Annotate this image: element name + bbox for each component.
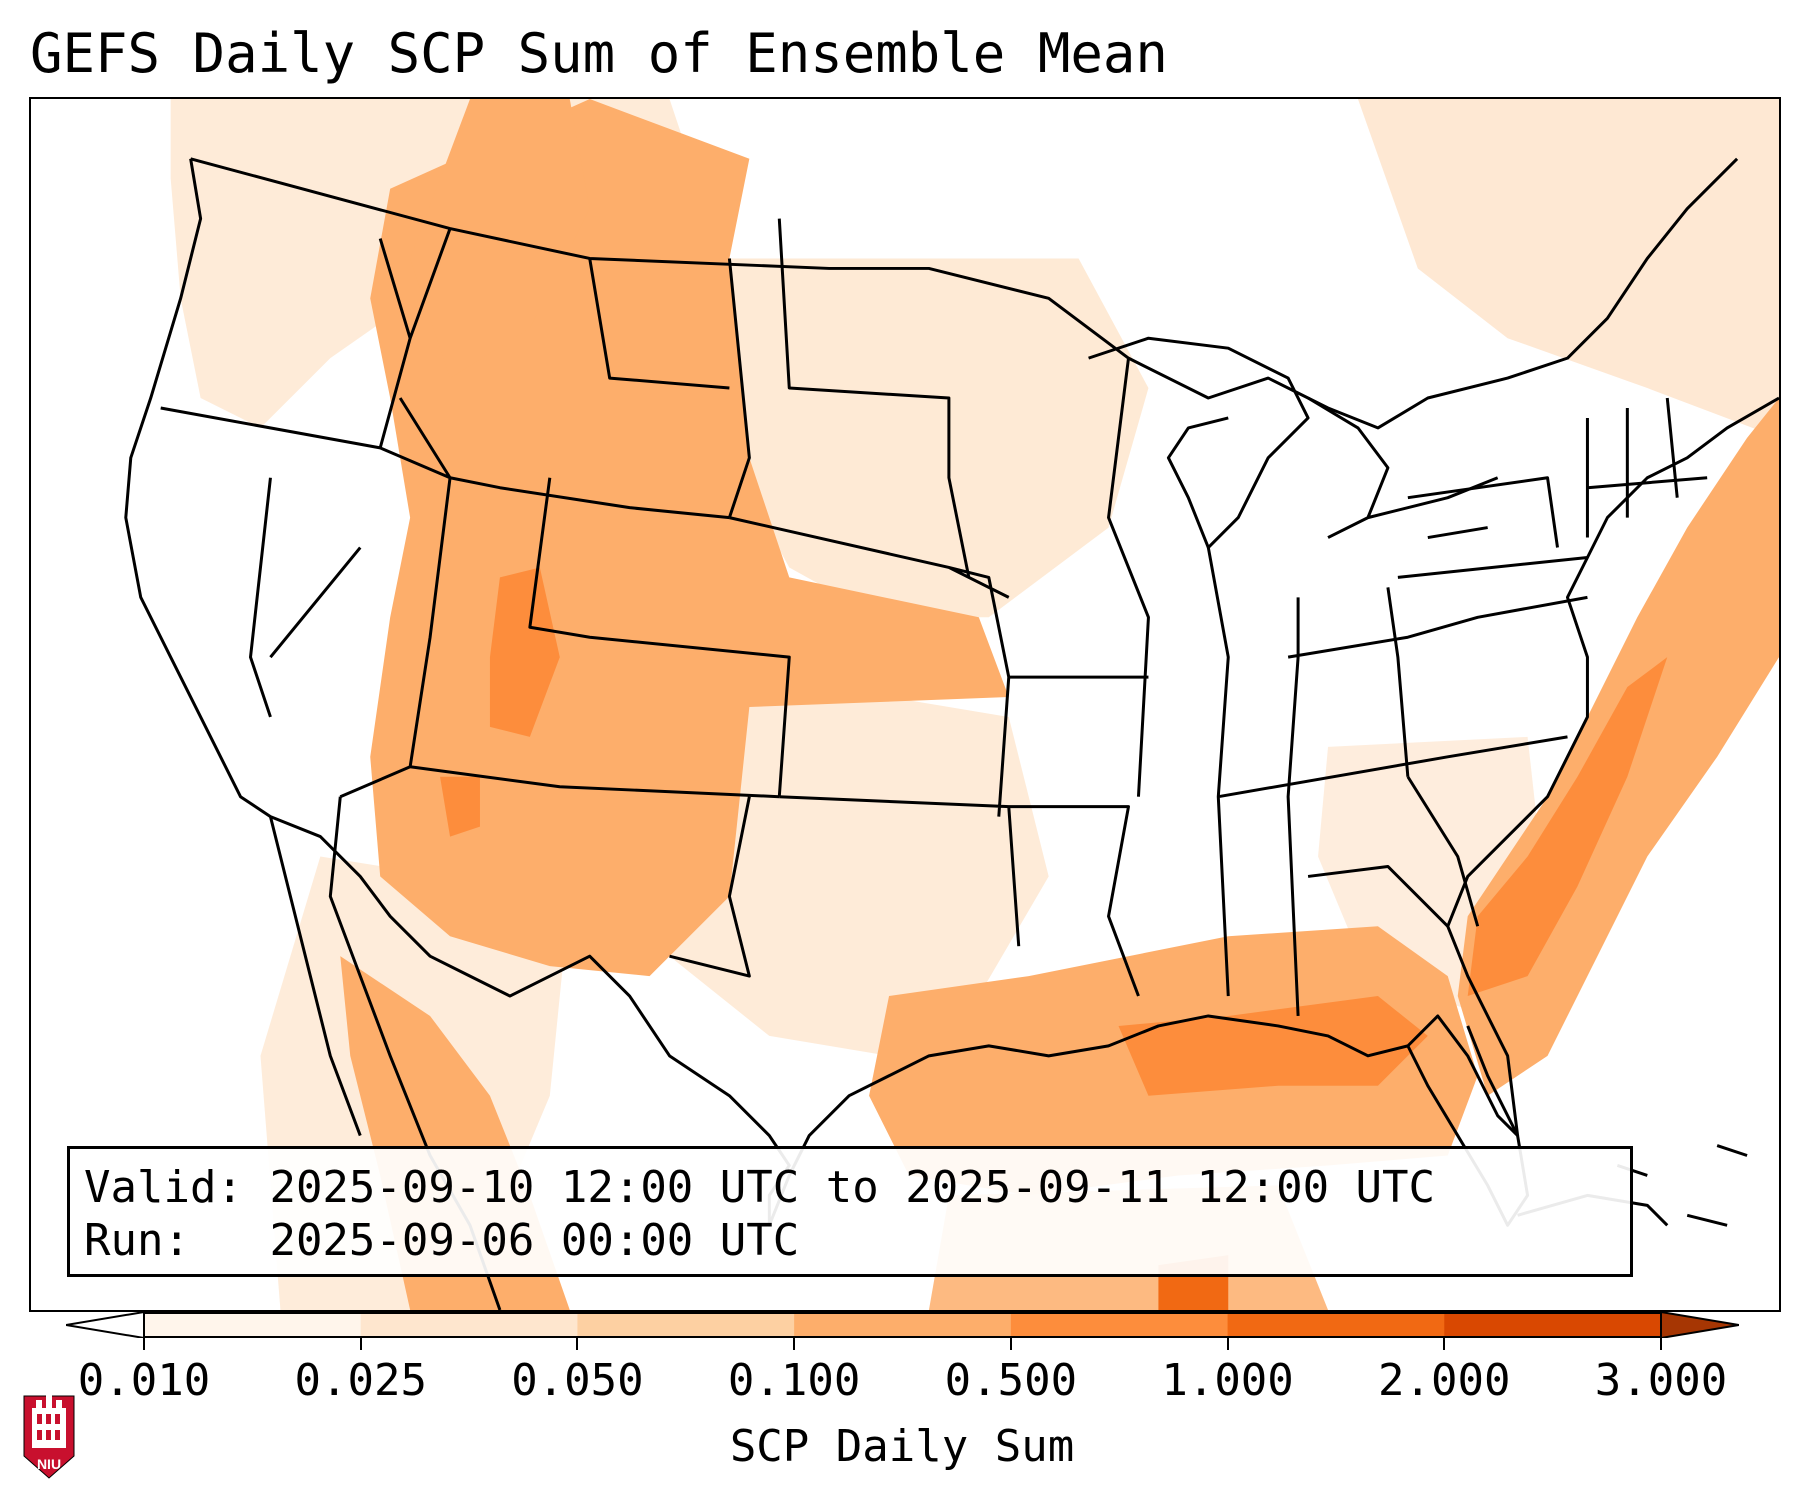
field-core-utah [489, 567, 560, 737]
colorbar-tick-label: 0.050 [511, 1355, 644, 1406]
colorbar-segment [1010, 1313, 1229, 1337]
field-core-gulf [1118, 996, 1428, 1096]
colorbar-tick-label: 0.025 [294, 1355, 427, 1406]
colorbar-segments [144, 1313, 1662, 1337]
colorbar-segment [1227, 1313, 1445, 1337]
us-outline [124, 158, 1779, 1227]
colorbar-under-arrow [66, 1312, 145, 1338]
map-title: GEFS Daily SCP Sum of Ensemble Mean [30, 22, 1168, 85]
colorbar-tick-label: 3.000 [1594, 1355, 1728, 1406]
run-label: Run: [84, 1215, 190, 1266]
field-core-arizona [440, 776, 480, 837]
state-lines-east [1107, 357, 1708, 1017]
colorbar-tick-label: 1.000 [1161, 1355, 1294, 1406]
colorbar-segment [144, 1313, 362, 1337]
run-time: 2025-09-06 00:00 UTC [269, 1215, 800, 1266]
field-core-atlantic [1467, 657, 1668, 997]
valid-run-info-box: Valid: 2025-09-10 12:00 UTC to 2025-09-1… [67, 1146, 1633, 1277]
valid-line: Valid: 2025-09-10 12:00 UTC to 2025-09-1… [84, 1161, 1616, 1214]
valid-time-range: 2025-09-10 12:00 UTC to 2025-09-11 12:00… [269, 1162, 1436, 1213]
colorbar-outline [143, 1312, 1662, 1338]
valid-label: Valid: [84, 1162, 243, 1213]
colorbar-tick-mark [1443, 1338, 1446, 1350]
colorbar-segment [577, 1313, 795, 1337]
colorbar-segment [1444, 1313, 1662, 1337]
colorbar-tick-mark [576, 1338, 579, 1350]
scp-field-map [124, 99, 1779, 1310]
colorbar-tick-mark [1226, 1338, 1229, 1350]
colorbar-segment [360, 1313, 578, 1337]
great-lakes [1088, 336, 1499, 550]
colorbar-tick-mark [1009, 1338, 1012, 1350]
map-panel [29, 97, 1781, 1312]
svg-text:NIU: NIU [37, 1456, 61, 1472]
field-region-northeast [1357, 99, 1779, 438]
colorbar-tick-mark [793, 1338, 796, 1350]
colorbar-tick-label: 2.000 [1378, 1355, 1511, 1406]
colorbar-tick-mark [1660, 1338, 1662, 1350]
coastline-and-state-borders [124, 157, 1779, 1310]
colorbar-tick-label: 0.100 [727, 1355, 861, 1406]
colorbar-label: SCP Daily Sum [729, 1421, 1075, 1472]
colorbar-segment [794, 1313, 1012, 1337]
state-lines-west [160, 228, 791, 799]
colorbar-tick-label: 0.500 [944, 1355, 1078, 1406]
colorbar [66, 1312, 1739, 1338]
baja-coast [269, 816, 362, 1137]
us-canada-border [190, 157, 1739, 430]
colorbar-tick-mark [359, 1338, 362, 1350]
colorbar-tick-label: 0.010 [77, 1355, 211, 1406]
field-region-plains [729, 258, 1149, 618]
colorbar-tick-mark [143, 1338, 145, 1350]
run-line: Run: 2025-09-06 00:00 UTC [84, 1214, 1616, 1267]
state-lines-central [588, 218, 1149, 997]
niu-logo-icon: NIU [23, 1394, 75, 1479]
colorbar-over-arrow [1660, 1312, 1739, 1338]
